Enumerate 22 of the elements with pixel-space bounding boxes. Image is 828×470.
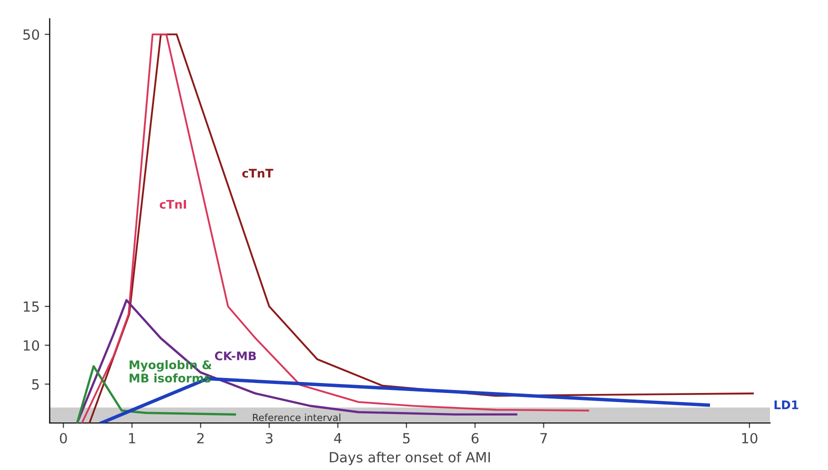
y-tick-label: 15 <box>24 302 39 312</box>
x-tick-label: 0 <box>60 432 67 444</box>
y-tick-label: 10 <box>24 340 40 351</box>
y-tick-label: 5 <box>32 379 39 390</box>
x-tick-label: 7 <box>540 433 547 444</box>
series-label: CK-MB <box>214 351 256 360</box>
series-label: cTnI <box>160 200 186 209</box>
series-label: cTnT <box>242 168 274 178</box>
x-tick-label: 2 <box>197 432 204 444</box>
band-label: Reference interval <box>253 414 340 422</box>
x-tick-label: 1 <box>129 433 136 444</box>
x-tick-label: 6 <box>472 432 479 444</box>
line-series <box>81 33 590 423</box>
x-axis-title: Days after onset of AMI <box>330 452 490 466</box>
line-series <box>76 299 518 423</box>
y-tick-label: 50 <box>23 29 40 40</box>
text: LD1 <box>774 400 798 410</box>
x-tick-label: 10 <box>742 432 758 444</box>
x-tick-label: 5 <box>403 433 410 444</box>
line-series <box>88 33 754 423</box>
x-tick-label: 4 <box>334 433 342 444</box>
x-tick-label: 3 <box>266 432 273 444</box>
